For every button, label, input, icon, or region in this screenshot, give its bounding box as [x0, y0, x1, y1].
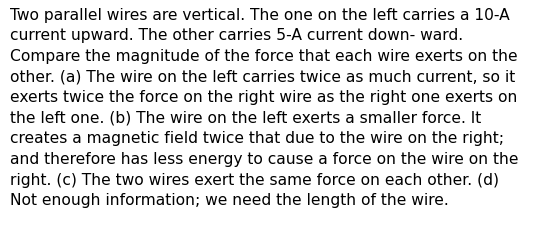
Text: Two parallel wires are vertical. The one on the left carries a 10-A
current upwa: Two parallel wires are vertical. The one…: [10, 8, 518, 207]
